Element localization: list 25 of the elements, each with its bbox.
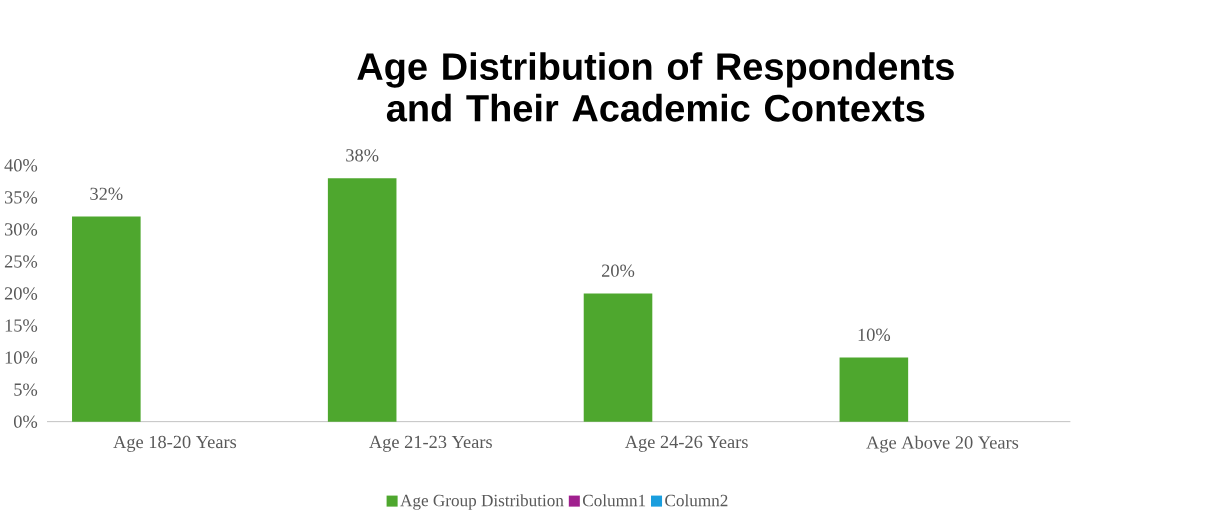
y-tick-label: 25% — [4, 255, 38, 268]
x-tick-label: Age 21-23 Years — [369, 435, 492, 452]
x-tick-label: Age Above 20 Years — [866, 435, 1019, 453]
x-tick-label: Age 24-26 Years — [624, 435, 748, 452]
legend-label: Column2 — [665, 494, 728, 507]
y-tick-label: 30% — [4, 223, 38, 236]
bar — [327, 178, 397, 422]
legend-label: Age Group Distribution — [400, 494, 564, 510]
data-label: 38% — [346, 148, 379, 162]
y-tick-label: 15% — [5, 319, 38, 332]
chart-title: Age Distribution of Respondents and Their Academic Contexts — [357, 52, 954, 122]
y-tick-label: 5% — [14, 383, 38, 396]
data-label: 10% — [858, 328, 891, 341]
data-label: 32% — [90, 187, 123, 200]
y-tick-label: 35% — [4, 191, 38, 204]
bar — [72, 216, 141, 422]
legend-label: Column1 — [582, 494, 646, 507]
y-tick-label: 20% — [4, 287, 38, 300]
bar — [839, 357, 909, 422]
y-tick-label: 0% — [13, 415, 38, 428]
bar — [583, 293, 653, 422]
x-tick-label: Age 18-20 Years — [113, 435, 237, 452]
y-tick-label: 10% — [5, 351, 38, 364]
data-label: 20% — [601, 264, 635, 277]
y-tick-label: 40% — [4, 158, 38, 172]
